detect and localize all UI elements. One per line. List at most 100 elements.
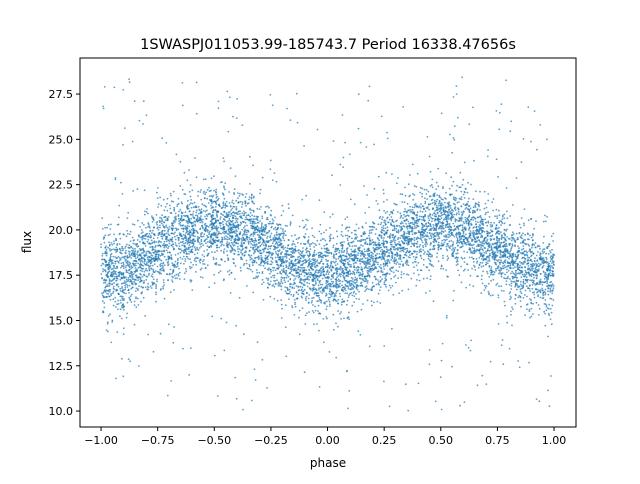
data-point bbox=[437, 235, 440, 238]
data-point bbox=[110, 263, 113, 265]
data-point bbox=[373, 263, 375, 266]
data-point bbox=[361, 285, 364, 288]
data-point bbox=[351, 286, 353, 289]
data-point bbox=[210, 198, 213, 201]
data-point bbox=[136, 251, 139, 254]
data-point bbox=[141, 270, 144, 272]
data-point bbox=[101, 227, 104, 230]
data-point bbox=[192, 264, 195, 266]
data-point bbox=[248, 265, 251, 268]
data-point bbox=[476, 262, 478, 264]
data-point bbox=[266, 279, 269, 282]
data-point bbox=[477, 201, 480, 204]
data-point bbox=[522, 278, 525, 281]
data-point bbox=[202, 235, 205, 238]
data-point bbox=[112, 290, 115, 293]
data-point bbox=[479, 255, 482, 257]
data-point bbox=[151, 264, 154, 267]
data-point bbox=[472, 206, 475, 209]
data-point bbox=[135, 296, 137, 298]
data-point bbox=[422, 249, 425, 252]
data-point bbox=[328, 351, 331, 353]
data-point bbox=[457, 244, 459, 247]
data-point bbox=[338, 251, 341, 254]
data-point bbox=[283, 279, 286, 282]
data-point bbox=[550, 323, 553, 326]
data-point bbox=[448, 214, 450, 217]
data-point bbox=[134, 264, 137, 267]
data-point bbox=[419, 186, 422, 189]
data-point bbox=[233, 244, 236, 247]
data-point bbox=[229, 249, 232, 252]
data-point bbox=[446, 314, 448, 317]
data-point bbox=[182, 218, 185, 221]
data-point bbox=[519, 288, 522, 291]
data-point bbox=[308, 269, 311, 272]
data-point bbox=[372, 259, 374, 262]
data-point bbox=[126, 262, 129, 265]
data-point bbox=[146, 240, 149, 243]
data-point bbox=[122, 308, 125, 311]
data-point bbox=[403, 230, 405, 233]
data-point bbox=[200, 232, 203, 235]
data-point bbox=[371, 241, 374, 244]
data-point bbox=[257, 275, 260, 278]
data-point bbox=[150, 275, 153, 277]
data-point bbox=[114, 177, 117, 179]
data-point bbox=[204, 210, 207, 213]
data-point bbox=[270, 270, 273, 273]
data-point bbox=[342, 259, 345, 262]
data-point bbox=[305, 251, 308, 254]
data-point bbox=[418, 249, 421, 251]
data-point bbox=[203, 197, 206, 199]
data-point bbox=[130, 301, 133, 303]
data-point bbox=[203, 259, 205, 261]
data-point bbox=[409, 174, 411, 176]
data-point bbox=[332, 244, 335, 247]
data-point bbox=[511, 254, 514, 257]
data-point bbox=[425, 292, 427, 294]
data-point bbox=[242, 221, 245, 224]
data-point bbox=[222, 201, 225, 204]
data-point bbox=[272, 274, 274, 277]
data-point bbox=[488, 249, 491, 252]
data-point bbox=[120, 272, 123, 274]
data-point bbox=[448, 224, 451, 227]
data-point bbox=[383, 281, 386, 284]
data-point bbox=[118, 247, 121, 250]
data-point bbox=[104, 234, 107, 237]
data-point bbox=[413, 239, 416, 242]
data-point bbox=[192, 228, 195, 231]
data-point bbox=[213, 282, 216, 285]
data-point bbox=[379, 302, 382, 304]
data-point bbox=[403, 256, 406, 259]
data-point bbox=[550, 255, 552, 258]
data-point bbox=[107, 290, 109, 292]
data-point bbox=[298, 316, 300, 319]
data-point bbox=[263, 262, 266, 265]
data-point bbox=[350, 282, 353, 285]
data-point bbox=[363, 267, 366, 270]
data-point bbox=[139, 240, 141, 243]
data-point bbox=[397, 230, 400, 233]
data-point bbox=[430, 235, 433, 238]
data-point bbox=[417, 206, 420, 209]
data-point bbox=[289, 285, 291, 288]
data-point bbox=[345, 370, 348, 373]
data-point bbox=[542, 242, 545, 244]
data-point bbox=[281, 307, 283, 310]
data-point bbox=[368, 345, 371, 348]
data-point bbox=[225, 321, 228, 324]
data-point bbox=[146, 208, 149, 210]
data-point bbox=[343, 249, 346, 252]
data-point bbox=[294, 303, 296, 306]
data-point bbox=[489, 235, 492, 238]
data-point bbox=[344, 292, 347, 295]
data-point bbox=[476, 260, 479, 263]
data-point bbox=[249, 183, 251, 185]
data-point bbox=[538, 280, 541, 283]
data-point bbox=[543, 290, 546, 293]
data-point bbox=[227, 220, 230, 222]
data-point bbox=[177, 239, 180, 242]
data-point bbox=[121, 265, 123, 267]
